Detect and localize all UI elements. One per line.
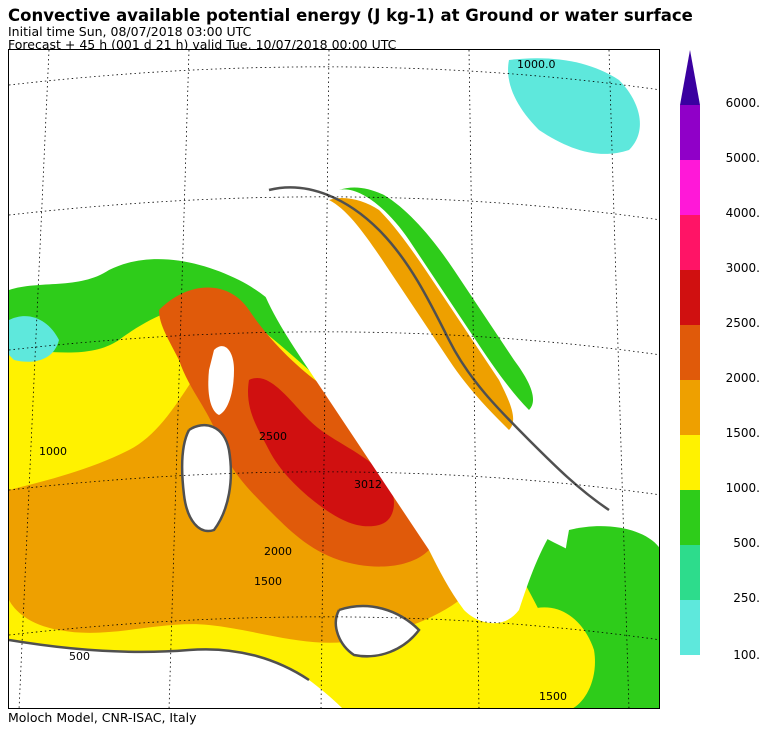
contour-label: 2000 [264, 545, 292, 558]
land-corsica [208, 346, 234, 415]
contour-label: 1500 [254, 575, 282, 588]
graticule [9, 50, 659, 708]
cape-field-cyan-ne [508, 58, 640, 154]
model-credit: Moloch Model, CNR-ISAC, Italy [8, 710, 197, 725]
contour-label: 1000.0 [517, 58, 556, 71]
contour-label: 500 [69, 650, 90, 663]
colorbar-tick-label: 250. [733, 591, 760, 605]
colorbar-bin [680, 160, 700, 215]
colorbar-bin [680, 325, 700, 380]
colorbar-tick-label: 1500. [725, 426, 760, 440]
cape-map: 1000 1500 2000 2500 3012 1000.0 500 1500 [8, 49, 660, 709]
map-title: Convective available potential energy (J… [8, 6, 693, 25]
cape-field-aegean-yellow [512, 607, 595, 708]
colorbar-tick-label: 100. [733, 648, 760, 662]
colorbar-bin [680, 490, 700, 545]
coastline [9, 186, 610, 682]
colorbar-bin [680, 380, 700, 435]
colorbar-bin [680, 50, 700, 105]
cape-field-adriatic-green [339, 187, 534, 410]
colorbar-tick-label: 4000. [725, 206, 760, 220]
contour-label: 3012 [354, 478, 382, 491]
colorbar-bin [680, 600, 700, 655]
land-balkans [434, 166, 659, 490]
colorbar-tick-label: 2000. [725, 371, 760, 385]
contour-label: 1500 [539, 690, 567, 703]
land-alps [9, 50, 659, 240]
contour-label: 2500 [259, 430, 287, 443]
colorbar [680, 50, 700, 655]
cape-map-canvas: 1000 1500 2000 2500 3012 1000.0 500 1500 [9, 50, 659, 708]
land-italy [252, 187, 619, 624]
colorbar-bin [680, 545, 700, 600]
colorbar-bin [680, 105, 700, 160]
forecast-valid-label: Forecast + 45 h (001 d 21 h) valid Tue, … [8, 37, 397, 52]
colorbar-tick-label: 2500. [725, 316, 760, 330]
contour-label: 1000 [39, 445, 67, 458]
land-sardinia [182, 425, 231, 531]
colorbar-tick-label: 6000. [725, 96, 760, 110]
colorbar-tick-label: 5000. [725, 151, 760, 165]
colorbar-svg [680, 50, 700, 655]
colorbar-bin [680, 435, 700, 490]
colorbar-tick-label: 500. [733, 536, 760, 550]
colorbar-labels: 100. 250. 500. 1000. 1500. 2000. 2500. 3000. 400… [715, 0, 760, 731]
initial-time-label: Initial time Sun, 08/07/2018 03:00 UTC [8, 24, 252, 39]
colorbar-tick-label: 3000. [725, 261, 760, 275]
cape-field-cyan-w [9, 316, 59, 362]
colorbar-bin [680, 270, 700, 325]
colorbar-bin [680, 215, 700, 270]
colorbar-tick-label: 1000. [725, 481, 760, 495]
land-sicily [335, 606, 419, 657]
cape-field-red [248, 378, 394, 527]
